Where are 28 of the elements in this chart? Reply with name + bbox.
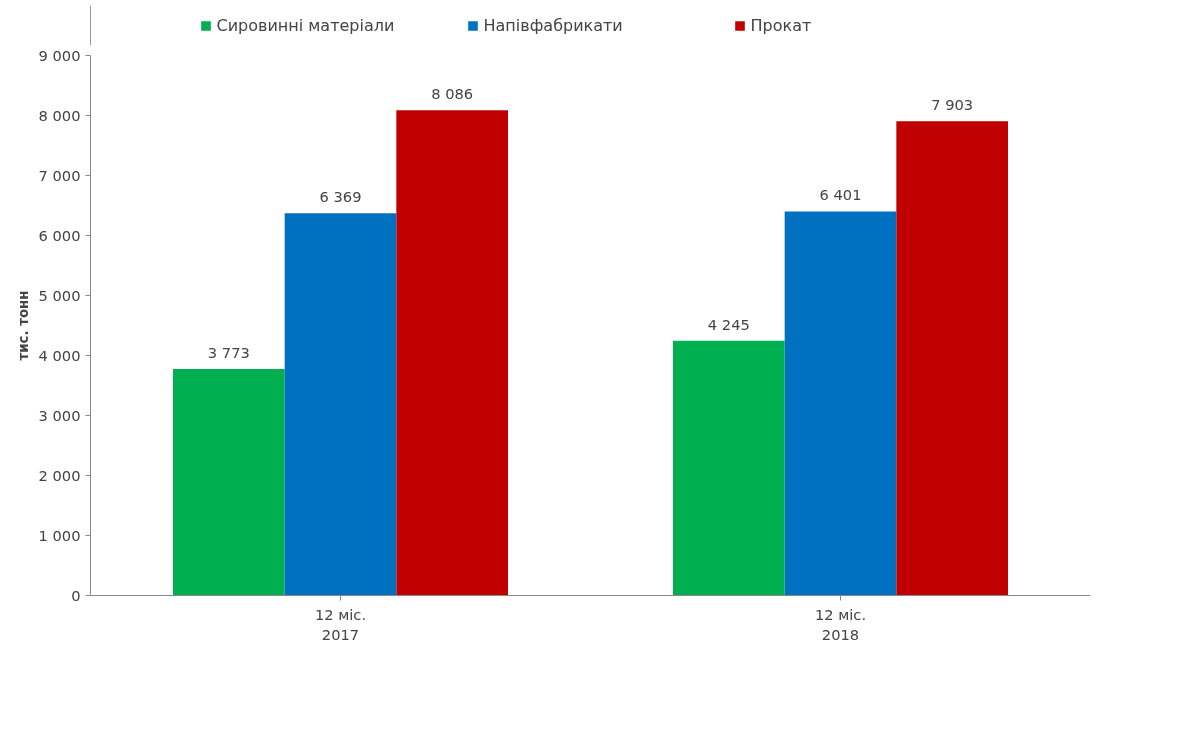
y-tick-label: 4 000 bbox=[38, 347, 81, 364]
bar bbox=[284, 213, 397, 596]
y-tick-label: 3 000 bbox=[38, 407, 81, 424]
data-label: 4 245 bbox=[707, 315, 750, 333]
y-tick-label: 1 000 bbox=[38, 527, 81, 544]
data-label: 3 773 bbox=[207, 344, 250, 362]
x-tick-label: 12 міс. 2018 bbox=[814, 605, 867, 643]
data-label: 6 369 bbox=[319, 188, 362, 206]
legend-label: Прокат bbox=[750, 15, 813, 35]
bar bbox=[896, 121, 1008, 596]
y-axis-title: тис. тонн bbox=[15, 290, 31, 361]
legend-label: Напівфабрикати bbox=[483, 15, 624, 35]
y-tick-label: 8 000 bbox=[38, 107, 81, 124]
y-tick-label: 2 000 bbox=[38, 467, 81, 484]
bar bbox=[396, 110, 508, 596]
y-tick-label: 0 bbox=[71, 587, 81, 604]
y-tick-label: 7 000 bbox=[38, 167, 81, 184]
bar bbox=[173, 369, 285, 596]
bar bbox=[673, 340, 785, 596]
data-label: 6 401 bbox=[819, 186, 862, 204]
y-tick-label: 9 000 bbox=[38, 47, 81, 64]
legend-label: Сировинні матеріали bbox=[216, 15, 396, 35]
x-tick-label: 12 міс. 2017 bbox=[314, 605, 367, 643]
y-tick-label: 5 000 bbox=[38, 287, 81, 304]
bar bbox=[784, 211, 897, 596]
y-tick-label: 6 000 bbox=[38, 227, 81, 244]
data-label: 8 086 bbox=[431, 85, 474, 103]
data-label: 7 903 bbox=[931, 96, 974, 114]
